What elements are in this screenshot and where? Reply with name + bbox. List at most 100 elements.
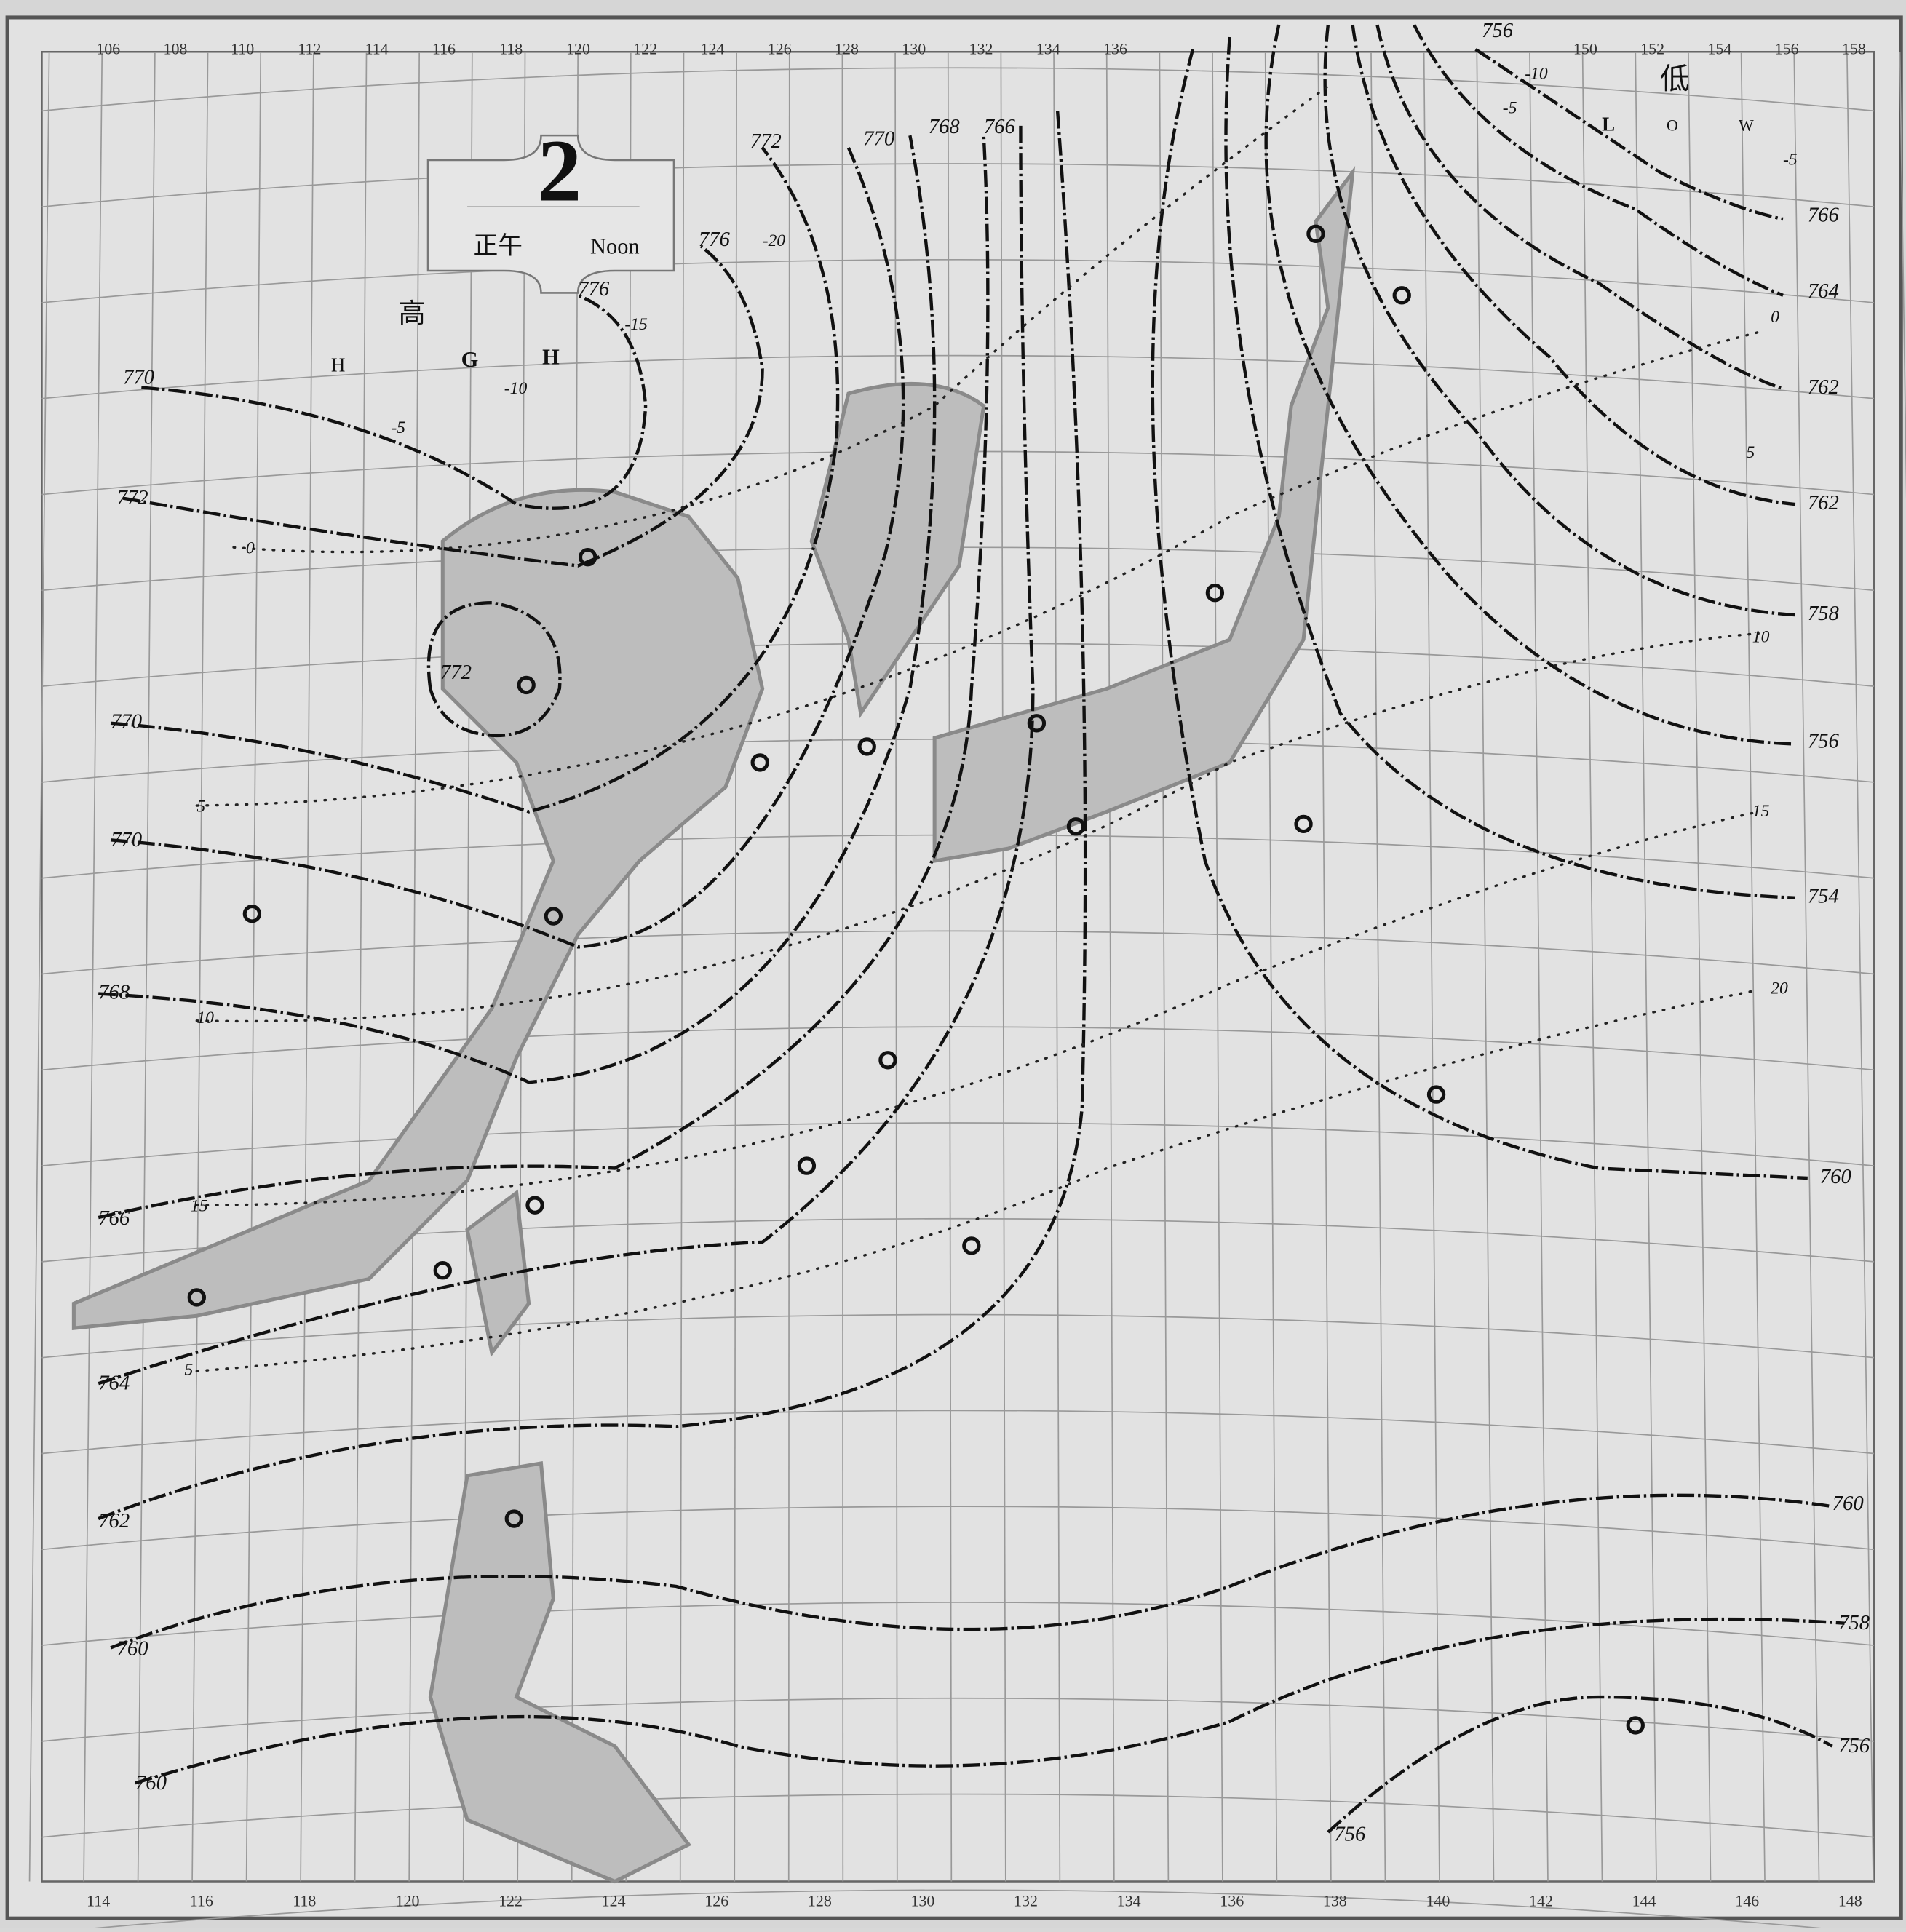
parallel: [41, 1506, 1875, 1551]
isobar: [110, 1493, 1832, 1650]
isobar-label: 776: [578, 277, 610, 301]
high-letter: G: [461, 347, 479, 372]
isobar-label: 772: [117, 486, 148, 509]
low-kanji: 低: [1660, 63, 1690, 95]
meridian: [1159, 52, 1170, 1882]
top-longitude-label: 132: [969, 40, 993, 58]
top-longitude-label: 108: [163, 40, 187, 58]
meridian: [1688, 52, 1712, 1882]
isotherm-label: 5: [184, 1360, 193, 1379]
bottom-longitude-label: 122: [499, 1891, 523, 1909]
meridian: [1793, 52, 1820, 1882]
top-longitude-label: 128: [835, 40, 859, 58]
station: [750, 753, 769, 772]
parallel: [41, 930, 1875, 975]
isobar: [1351, 24, 1796, 506]
meridian: [1740, 52, 1766, 1882]
bottom-longitude-label: 120: [395, 1891, 419, 1909]
meridian: [191, 52, 209, 1882]
top-longitude-label: 120: [566, 40, 590, 58]
station: [1426, 1085, 1446, 1104]
isobar-label: 776: [699, 228, 731, 251]
bottom-longitude-label: 124: [602, 1891, 626, 1909]
bottom-longitude-label: 126: [704, 1891, 728, 1909]
parallel: [41, 643, 1875, 687]
top-longitude-label: 154: [1707, 40, 1731, 58]
station: [1027, 714, 1047, 733]
isobars: [98, 24, 1845, 1834]
station: [242, 905, 262, 923]
meridian: [28, 52, 50, 1882]
isotherm: [195, 810, 1760, 1206]
station: [578, 548, 597, 567]
isobar: [110, 146, 840, 814]
parallel: [41, 1793, 1875, 1838]
meridian: [1053, 52, 1061, 1882]
title-english: Noon: [590, 234, 640, 258]
isotherm-label: 15: [1752, 802, 1770, 821]
map-number: 2: [537, 123, 581, 220]
station: [1294, 814, 1313, 834]
meridian: [679, 52, 685, 1882]
station: [433, 1261, 452, 1280]
labels: 106 108 110 112 114 116 118 120 122 124 126 128 130 1…: [87, 19, 1870, 1909]
isobar: [1474, 48, 1784, 221]
top-longitude-label: 118: [499, 40, 523, 58]
isobar-label: 770: [111, 710, 142, 734]
parallel: [41, 1602, 1875, 1646]
meridian: [1264, 52, 1278, 1882]
isobar-label: 758: [1808, 602, 1840, 625]
bottom-longitude-label: 148: [1838, 1891, 1862, 1909]
frame: [5, 15, 1903, 1920]
bottom-longitude-label: 132: [1014, 1891, 1038, 1909]
bottom-longitude-label: 142: [1529, 1891, 1553, 1909]
isobar-label: 760: [117, 1637, 148, 1661]
parallel: [47, 1889, 1870, 1932]
top-longitude-label: 126: [768, 40, 792, 58]
isobar-label: 756: [1838, 1734, 1870, 1757]
meridian: [1476, 52, 1495, 1882]
parallel: [41, 1122, 1875, 1166]
stations: [187, 224, 1645, 1735]
low-letter: O: [1667, 116, 1678, 134]
low-letter: L: [1602, 113, 1615, 135]
station: [797, 1156, 817, 1175]
meridian: [408, 52, 421, 1882]
inner-frame: [41, 50, 1875, 1883]
isobar: [98, 111, 1087, 1521]
station: [544, 907, 563, 926]
isobar: [1327, 1695, 1833, 1834]
isotherm: [195, 632, 1760, 1023]
isobar: [122, 245, 764, 568]
isotherm: [195, 330, 1760, 807]
isobar: [98, 123, 1035, 1386]
isotherm-label: 0: [1771, 308, 1779, 327]
taiwan: [465, 1189, 531, 1357]
isotherm-label: -20: [763, 231, 786, 250]
high-letter: H: [542, 344, 560, 369]
title-box: [426, 134, 675, 294]
bottom-longitude-label: 116: [190, 1891, 213, 1909]
isobar-label: 770: [123, 365, 154, 389]
isobar-label: 768: [98, 980, 130, 1003]
meridian: [1212, 52, 1223, 1882]
isotherm-label: -10: [1525, 64, 1548, 83]
top-longitude-label: 112: [298, 40, 321, 58]
top-longitude-label: 124: [701, 40, 725, 58]
station: [1626, 1716, 1645, 1735]
meridian: [947, 52, 953, 1882]
isotherm-label: -15: [624, 315, 648, 334]
isotherm-label: -5: [1783, 151, 1798, 170]
isobar-label: 762: [1808, 375, 1839, 399]
meridian: [894, 52, 898, 1882]
isotherm-label: 15: [191, 1197, 208, 1216]
isobar-label: 768: [929, 115, 961, 138]
isobar-label: 762: [98, 1509, 130, 1533]
bottom-longitude-label: 136: [1220, 1891, 1244, 1909]
isobar-label: 756: [1334, 1823, 1366, 1846]
isobar-label: 762: [1808, 491, 1839, 514]
top-longitude-label: 116: [432, 40, 456, 58]
meridian: [300, 52, 314, 1882]
station: [517, 675, 536, 695]
isobar: [98, 135, 990, 1220]
